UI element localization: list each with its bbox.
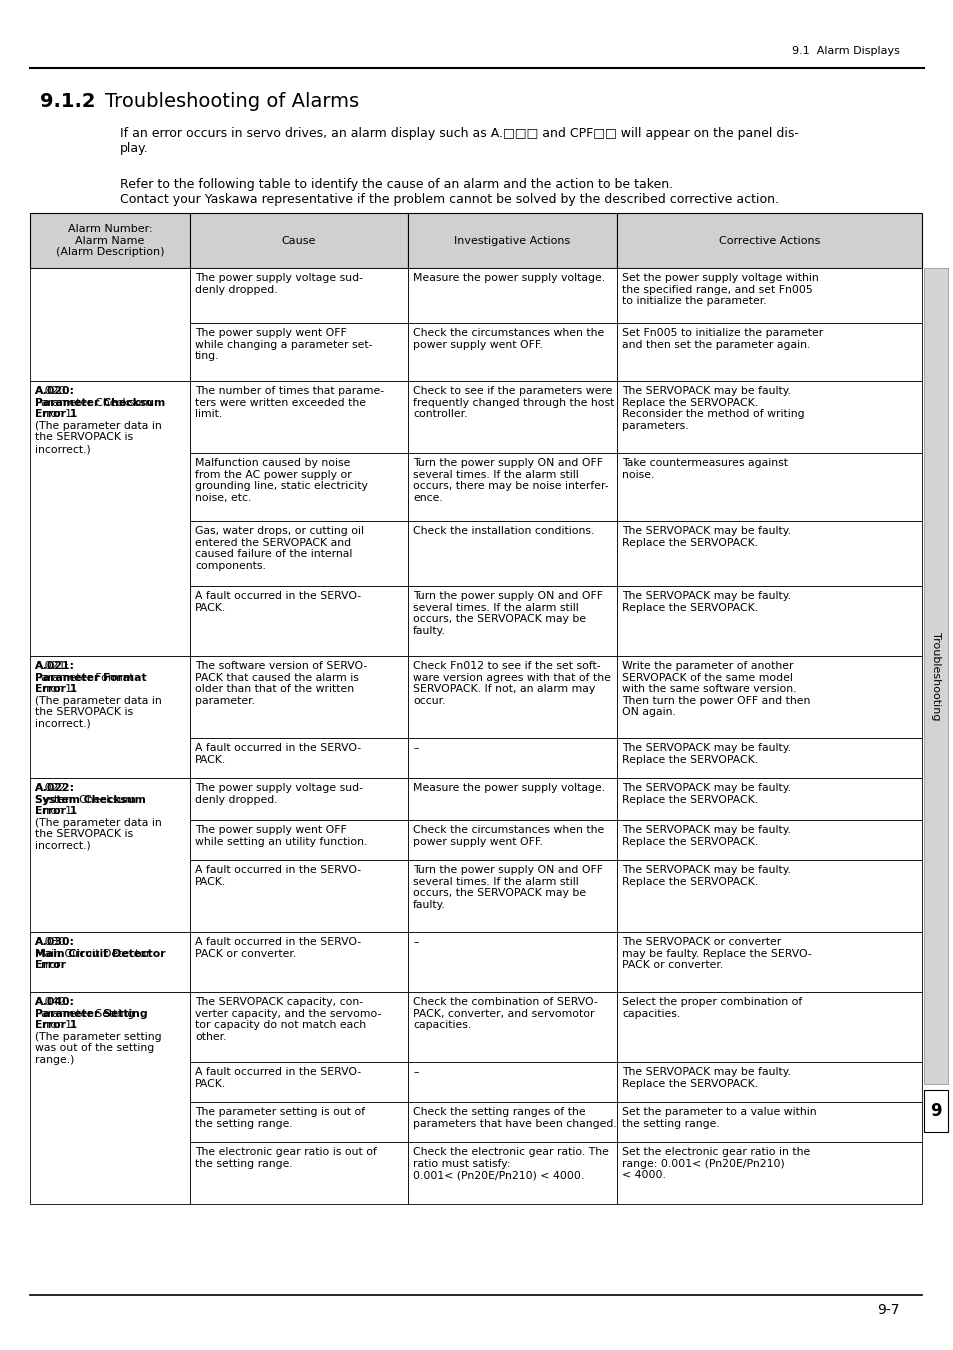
Bar	[408, 738, 617, 778]
Text: Cause: Cause	[281, 235, 315, 246]
Text: The SERVOPACK may be faulty.
Replace the SERVOPACK.
Reconsider the method of wri: The SERVOPACK may be faulty. Replace the…	[621, 386, 803, 431]
Bar	[408, 992, 617, 1062]
Text: The parameter setting is out of
the setting range.: The parameter setting is out of the sett…	[194, 1107, 365, 1129]
Bar	[190, 819, 408, 860]
Bar	[190, 213, 408, 269]
Text: 9.1  Alarm Displays: 9.1 Alarm Displays	[791, 46, 899, 55]
Bar	[30, 778, 190, 931]
Text: Check the combination of SERVO-
PACK, converter, and servomotor
capacities.: Check the combination of SERVO- PACK, co…	[413, 998, 598, 1030]
Bar	[617, 1102, 921, 1142]
Text: Turn the power supply ON and OFF
several times. If the alarm still
occurs, the S: Turn the power supply ON and OFF several…	[413, 865, 602, 910]
Bar	[190, 454, 408, 521]
Bar	[190, 778, 408, 819]
Text: If an error occurs in servo drives, an alarm display such as A.□□□ and CPF□□ wil: If an error occurs in servo drives, an a…	[120, 127, 798, 155]
Text: The SERVOPACK may be faulty.
Replace the SERVOPACK.: The SERVOPACK may be faulty. Replace the…	[621, 591, 790, 613]
Bar	[617, 269, 921, 323]
Text: –: –	[413, 937, 418, 946]
Bar	[617, 586, 921, 656]
Text: A.040:
Parameter Setting
Error 1
(The parameter setting
was out of the setting
r: A.040: Parameter Setting Error 1 (The pa…	[35, 998, 161, 1065]
Text: The SERVOPACK or converter
may be faulty. Replace the SERVO-
PACK or converter.: The SERVOPACK or converter may be faulty…	[621, 937, 811, 971]
Text: Check the circumstances when the
power supply went OFF.: Check the circumstances when the power s…	[413, 328, 603, 350]
Bar	[408, 586, 617, 656]
Text: Take countermeasures against
noise.: Take countermeasures against noise.	[621, 458, 787, 479]
Text: Check the installation conditions.: Check the installation conditions.	[413, 526, 594, 536]
Text: The power supply went OFF
while setting an utility function.: The power supply went OFF while setting …	[194, 825, 367, 846]
Text: A fault occurred in the SERVO-
PACK.: A fault occurred in the SERVO- PACK.	[194, 591, 361, 613]
Text: The SERVOPACK may be faulty.
Replace the SERVOPACK.: The SERVOPACK may be faulty. Replace the…	[621, 526, 790, 548]
Text: Check Fn012 to see if the set soft-
ware version agrees with that of the
SERVOPA: Check Fn012 to see if the set soft- ware…	[413, 662, 610, 706]
Bar	[30, 381, 190, 656]
Bar	[617, 521, 921, 586]
Bar	[617, 213, 921, 269]
Bar	[190, 1142, 408, 1204]
Bar	[408, 1062, 617, 1102]
Bar	[617, 454, 921, 521]
Text: The SERVOPACK may be faulty.
Replace the SERVOPACK.: The SERVOPACK may be faulty. Replace the…	[621, 825, 790, 846]
Text: Check to see if the parameters were
frequently changed through the host
controll: Check to see if the parameters were freq…	[413, 386, 614, 420]
Bar	[408, 521, 617, 586]
Bar	[408, 819, 617, 860]
Bar	[617, 819, 921, 860]
Text: A.022:
System Checksum
Error 1: A.022: System Checksum Error 1	[35, 783, 146, 817]
Text: –: –	[413, 743, 418, 753]
Bar	[30, 992, 190, 1204]
Text: Set Fn005 to initialize the parameter
and then set the parameter again.: Set Fn005 to initialize the parameter an…	[621, 328, 822, 350]
Bar	[190, 931, 408, 992]
Bar	[408, 656, 617, 738]
Bar	[30, 656, 190, 778]
Bar	[190, 656, 408, 738]
Bar	[408, 269, 617, 323]
Text: Set the power supply voltage within
the specified range, and set Fn005
to initia: Set the power supply voltage within the …	[621, 273, 818, 306]
Bar	[30, 931, 190, 992]
Text: A.021:
Parameter Format
Error 1
(The parameter data in
the SERVOPACK is
incorrec: A.021: Parameter Format Error 1 (The par…	[35, 662, 162, 729]
Bar	[617, 778, 921, 819]
Text: Check the electronic gear ratio. The
ratio must satisfy:
0.001< (Pn20E/Pn210) < : Check the electronic gear ratio. The rat…	[413, 1148, 608, 1180]
Bar	[408, 381, 617, 454]
Text: The number of times that parame-
ters were written exceeded the
limit.: The number of times that parame- ters we…	[194, 386, 384, 420]
Text: 9: 9	[929, 1102, 941, 1120]
Bar	[190, 738, 408, 778]
Bar	[190, 1062, 408, 1102]
Text: The SERVOPACK may be faulty.
Replace the SERVOPACK.: The SERVOPACK may be faulty. Replace the…	[621, 1066, 790, 1088]
Bar	[190, 992, 408, 1062]
Text: The SERVOPACK may be faulty.
Replace the SERVOPACK.: The SERVOPACK may be faulty. Replace the…	[621, 865, 790, 887]
Text: Turn the power supply ON and OFF
several times. If the alarm still
occurs, there: Turn the power supply ON and OFF several…	[413, 458, 608, 502]
Text: Check the circumstances when the
power supply went OFF.: Check the circumstances when the power s…	[413, 825, 603, 846]
Text: The SERVOPACK may be faulty.
Replace the SERVOPACK.: The SERVOPACK may be faulty. Replace the…	[621, 743, 790, 764]
Text: Corrective Actions: Corrective Actions	[718, 235, 820, 246]
Text: Measure the power supply voltage.: Measure the power supply voltage.	[413, 783, 604, 792]
Bar	[617, 323, 921, 381]
Text: –: –	[413, 1066, 418, 1077]
Bar	[408, 1142, 617, 1204]
Text: The SERVOPACK may be faulty.
Replace the SERVOPACK.: The SERVOPACK may be faulty. Replace the…	[621, 783, 790, 805]
Bar	[190, 323, 408, 381]
Text: Refer to the following table to identify the cause of an alarm and the action to: Refer to the following table to identify…	[120, 178, 779, 207]
Text: Select the proper combination of
capacities.: Select the proper combination of capacit…	[621, 998, 801, 1019]
Text: A fault occurred in the SERVO-
PACK.: A fault occurred in the SERVO- PACK.	[194, 743, 361, 764]
Text: Set the electronic gear ratio in the
range: 0.001< (Pn20E/Pn210)
< 4000.: Set the electronic gear ratio in the ran…	[621, 1148, 809, 1180]
Text: A.040:
Parameter Setting
Error 1: A.040: Parameter Setting Error 1	[35, 998, 148, 1030]
Bar	[190, 269, 408, 323]
Bar	[923, 269, 947, 1084]
Bar	[923, 1089, 947, 1133]
Text: A.030:
Main Circuit Detector
Error: A.030: Main Circuit Detector Error	[35, 937, 151, 971]
Text: A fault occurred in the SERVO-
PACK.: A fault occurred in the SERVO- PACK.	[194, 1066, 361, 1088]
Bar	[190, 381, 408, 454]
Text: 9-7: 9-7	[877, 1303, 899, 1318]
Text: 9.1.2: 9.1.2	[40, 92, 95, 111]
Bar	[408, 1102, 617, 1142]
Bar	[408, 323, 617, 381]
Bar	[408, 860, 617, 932]
Text: The power supply went OFF
while changing a parameter set-
ting.: The power supply went OFF while changing…	[194, 328, 372, 362]
Bar	[190, 586, 408, 656]
Bar	[408, 931, 617, 992]
Text: Check the setting ranges of the
parameters that have been changed.: Check the setting ranges of the paramete…	[413, 1107, 616, 1129]
Bar	[617, 1062, 921, 1102]
Text: Write the parameter of another
SERVOPACK of the same model
with the same softwar: Write the parameter of another SERVOPACK…	[621, 662, 809, 717]
Text: The power supply voltage sud-
denly dropped.: The power supply voltage sud- denly drop…	[194, 783, 363, 805]
Text: The electronic gear ratio is out of
the setting range.: The electronic gear ratio is out of the …	[194, 1148, 376, 1169]
Bar	[190, 1102, 408, 1142]
Text: Measure the power supply voltage.: Measure the power supply voltage.	[413, 273, 604, 284]
Text: The power supply voltage sud-
denly dropped.: The power supply voltage sud- denly drop…	[194, 273, 363, 294]
Text: A.030:
Main Circuit Detector
Error: A.030: Main Circuit Detector Error	[35, 937, 166, 971]
